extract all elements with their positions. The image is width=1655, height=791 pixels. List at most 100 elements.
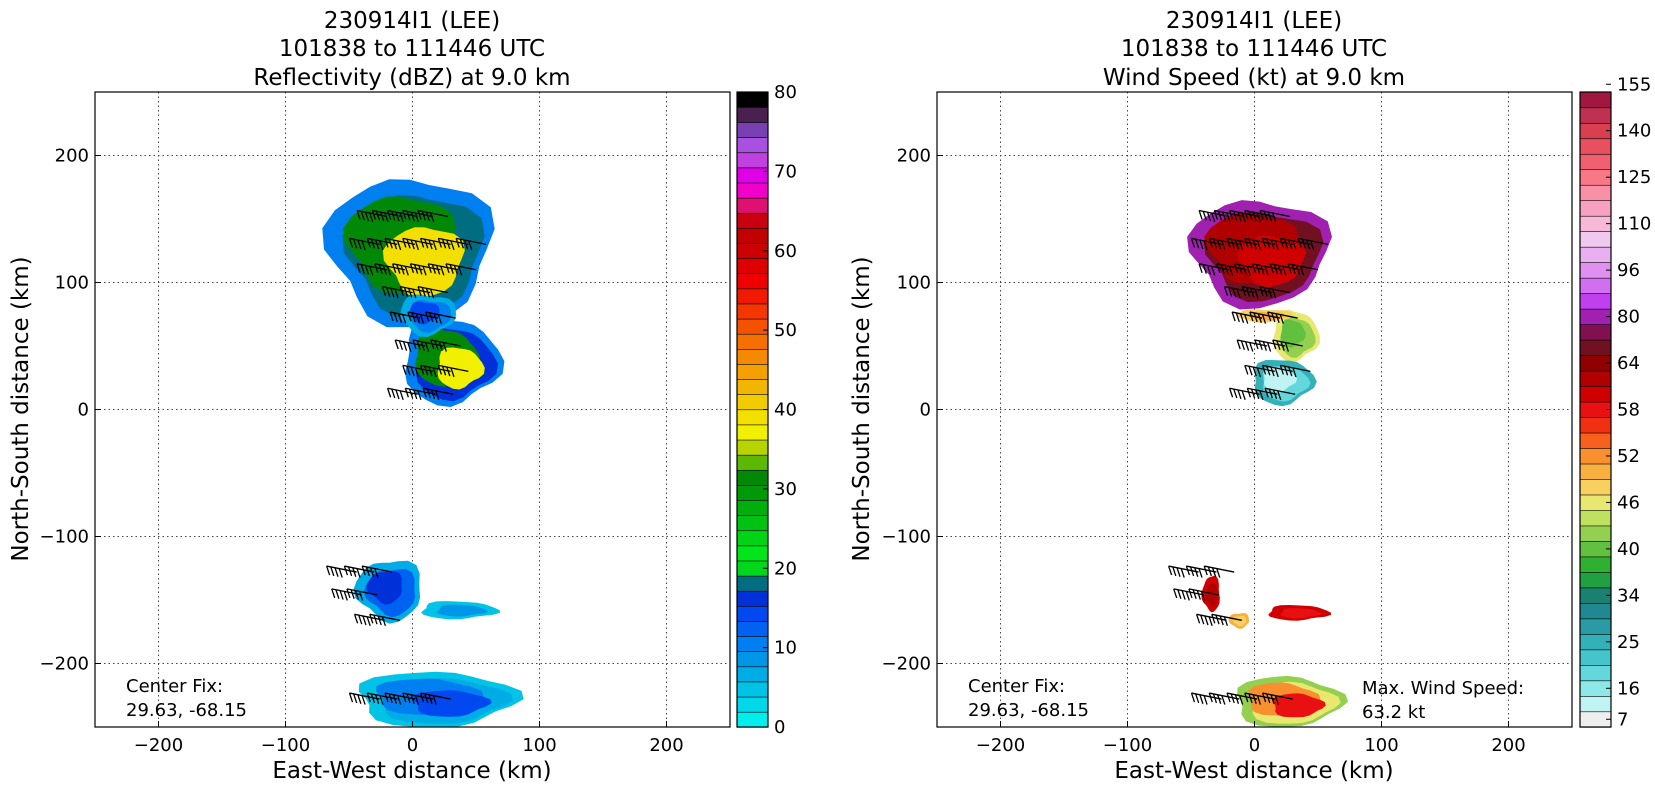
wind-x-tick-label: −200 <box>976 735 1025 756</box>
reflectivity-colorbar-label: 0 <box>774 717 785 738</box>
wind-wind-barb <box>1223 286 1255 299</box>
reflectivity-wind-barb <box>417 209 449 223</box>
reflectivity-y-tick-label: −200 <box>40 654 89 675</box>
wind-colorbar-label: 40 <box>1617 539 1640 560</box>
reflectivity-wind-barb <box>381 286 413 299</box>
wind-colorbar-label: 125 <box>1617 167 1651 188</box>
wind-wind-barb <box>1190 237 1222 251</box>
wind-wind-barb <box>1226 237 1258 251</box>
reflectivity-wind-barb <box>409 263 441 276</box>
wind-title-line-2: 101838 to 111446 UTC <box>1121 36 1387 62</box>
reflectivity-colorbar-label: 30 <box>774 479 797 500</box>
wind-wind-barb <box>1190 692 1222 705</box>
reflectivity-colorbar-swatch <box>736 454 769 471</box>
reflectivity-colorbar-swatch <box>736 681 769 698</box>
reflectivity-title-line-2: 101838 to 111446 UTC <box>279 36 545 62</box>
reflectivity-wind-barb <box>437 364 469 378</box>
max-wind-speed-label: Max. Wind Speed: <box>1362 678 1524 699</box>
wind-colorbar: 7 16 25 34 40 46 52 58 64 80 96 110 125 140 155 <box>1579 74 1651 730</box>
reflectivity-wind-barb <box>384 237 416 251</box>
wind-colorbar-swatch <box>1579 231 1612 248</box>
reflectivity-colorbar: 0 10 20 30 40 50 60 70 80 <box>736 82 797 738</box>
reflectivity-wind-barb <box>407 311 439 324</box>
wind-colorbar-swatch <box>1579 138 1612 155</box>
wind-wind-barb <box>1244 237 1275 251</box>
reflectivity-wind-barb <box>346 588 378 601</box>
reflectivity-wind-barb <box>430 339 461 352</box>
reflectivity-wind-barb <box>369 613 400 627</box>
reflectivity-field <box>322 179 524 727</box>
reflectivity-colorbar-swatch <box>736 348 769 365</box>
wind-wind-barb <box>1261 364 1293 378</box>
reflectivity-colorbar-swatch <box>736 378 769 395</box>
reflectivity-colorbar-swatch <box>736 152 769 169</box>
wind-x-tick-label: 200 <box>1491 735 1525 756</box>
wind-field-level-region <box>1280 319 1306 348</box>
reflectivity-colorbar-label: 10 <box>774 638 797 659</box>
reflectivity-wind-barb <box>427 263 459 276</box>
reflectivity-wind-barb <box>422 387 454 400</box>
reflectivity-colorbar-swatch <box>736 303 769 320</box>
wind-colorbar-swatch <box>1579 293 1612 310</box>
wind-y-tick-label: 100 <box>897 273 931 294</box>
wind-colorbar-label: 7 <box>1617 709 1628 730</box>
wind-title-line-3: Wind Speed (kt) at 9.0 km <box>1103 65 1405 91</box>
reflectivity-wind-barb <box>384 692 416 705</box>
wind-colorbar-swatch <box>1579 324 1612 341</box>
reflectivity-wind-barb <box>386 387 418 400</box>
wind-colorbar-swatch <box>1579 153 1612 171</box>
reflectivity-colorbar-swatch <box>736 167 769 184</box>
reflectivity-colorbar-swatch <box>736 394 769 411</box>
wind-colorbar-label: 34 <box>1617 585 1640 606</box>
wind-colorbar-swatch <box>1579 432 1612 449</box>
reflectivity-colorbar-swatch <box>736 605 769 622</box>
wind-axis-ticks: −200 −100 0 100 200 −200 −100 0 100 200 <box>882 146 1526 757</box>
wind-wind-barb <box>1267 311 1298 324</box>
wind-colorbar-swatch <box>1579 370 1612 387</box>
wind-colorbar-swatch <box>1579 664 1612 682</box>
reflectivity-colorbar-swatch <box>736 484 769 501</box>
wind-wind-barb <box>1297 237 1329 251</box>
reflectivity-colorbar-swatch <box>736 424 769 441</box>
reflectivity-colorbar-label: 20 <box>774 558 797 579</box>
reflectivity-panel: 230914I1 (LEE) 101838 to 111446 UTC Refl… <box>8 8 797 784</box>
wind-wind-barb <box>1244 364 1275 378</box>
reflectivity-field-level-region <box>413 690 492 717</box>
wind-field-level-region <box>1233 615 1247 627</box>
wind-speed-field <box>1187 200 1349 727</box>
reflectivity-colorbar-swatch <box>736 696 769 713</box>
reflectivity-colorbar-swatch <box>736 106 769 123</box>
wind-colorbar-swatch <box>1579 525 1612 542</box>
wind-wind-barb <box>1244 692 1275 705</box>
reflectivity-wind-barb <box>399 286 431 299</box>
reflectivity-colorbar-swatch <box>736 273 769 290</box>
reflectivity-colorbar-swatch <box>736 227 769 244</box>
wind-colorbar-swatch <box>1579 200 1612 217</box>
reflectivity-wind-barb <box>389 311 421 324</box>
wind-wind-barb <box>1226 692 1258 705</box>
wind-colorbar-label: 140 <box>1617 121 1651 142</box>
reflectivity-wind-barb <box>455 237 487 251</box>
wind-colorbar-label: 80 <box>1617 307 1640 328</box>
max-wind-speed-value: 63.2 kt <box>1362 702 1425 723</box>
reflectivity-colorbar-label: 50 <box>774 320 797 341</box>
wind-wind-barb <box>1168 565 1199 578</box>
wind-colorbar-label: 155 <box>1617 74 1651 95</box>
reflectivity-x-tick-label: −100 <box>261 735 310 756</box>
reflectivity-y-tick-label: 0 <box>78 400 89 421</box>
wind-y-axis-label: North-South distance (km) <box>849 256 875 561</box>
wind-y-tick-label: −200 <box>882 654 931 675</box>
reflectivity-wind-barbs <box>326 209 487 705</box>
wind-colorbar-swatch <box>1579 618 1612 635</box>
wind-colorbar-swatch <box>1579 463 1612 480</box>
reflectivity-y-tick-label: 100 <box>55 273 89 294</box>
wind-colorbar-label: 46 <box>1617 492 1640 513</box>
reflectivity-colorbar-swatch <box>736 212 769 229</box>
reflectivity-colorbar-swatch <box>736 363 769 380</box>
reflectivity-wind-barb <box>374 263 406 276</box>
reflectivity-wind-barb <box>326 565 357 578</box>
wind-colorbar-swatch <box>1579 91 1612 109</box>
reflectivity-colorbar-swatch <box>736 499 769 516</box>
wind-wind-barb <box>1249 311 1281 324</box>
reflectivity-colorbar-swatch <box>736 409 769 426</box>
